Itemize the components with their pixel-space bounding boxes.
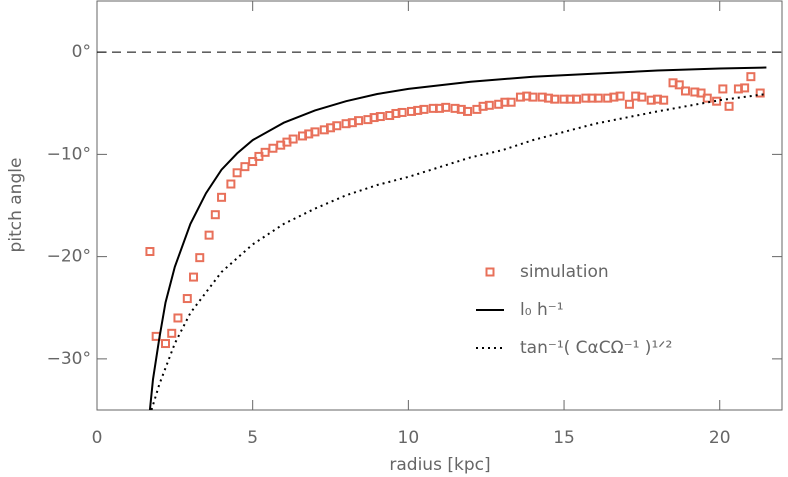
sim-point xyxy=(615,91,625,101)
sim-point xyxy=(145,247,155,257)
sim-point xyxy=(680,86,690,96)
sim-point xyxy=(332,121,342,131)
sim-point xyxy=(419,104,429,114)
legend-marker xyxy=(485,267,495,277)
y-tick-label: −30° xyxy=(47,349,91,369)
sim-point xyxy=(724,101,734,111)
sim-point xyxy=(484,100,494,110)
sim-point xyxy=(572,94,581,104)
sim-point xyxy=(189,272,199,282)
sim-point xyxy=(375,112,385,122)
x-axis-label: radius [kpc] xyxy=(389,455,490,475)
sim-point xyxy=(637,92,647,102)
sim-point xyxy=(397,107,407,117)
x-tick-label: 5 xyxy=(247,428,258,448)
sim-point xyxy=(210,210,220,220)
sim-point xyxy=(182,294,192,304)
sim-point xyxy=(624,99,634,109)
sim-point xyxy=(712,96,722,106)
sim-point xyxy=(204,230,214,240)
legend-label: simulation xyxy=(520,262,609,282)
sim-point xyxy=(240,162,250,172)
sim-point xyxy=(161,339,170,349)
sim-point xyxy=(506,97,516,107)
sim-point xyxy=(746,72,756,82)
y-tick-label: 0° xyxy=(72,42,91,62)
legend-label: l₀ h⁻¹ xyxy=(520,300,564,320)
curve xyxy=(148,66,767,410)
sim-point xyxy=(248,157,258,167)
sim-point xyxy=(593,93,603,103)
sim-point xyxy=(550,94,560,104)
sim-point xyxy=(740,83,750,93)
sim-point xyxy=(702,93,712,103)
sim-point xyxy=(755,88,765,98)
sim-point xyxy=(288,134,298,144)
curve xyxy=(150,93,767,410)
sim-point xyxy=(718,84,728,94)
sim-point xyxy=(441,102,451,112)
y-tick-label: −20° xyxy=(47,247,91,267)
sim-point xyxy=(167,328,177,338)
sim-point xyxy=(226,179,236,189)
sim-point xyxy=(217,192,227,202)
sim-point xyxy=(674,80,684,90)
sim-point xyxy=(354,116,364,126)
sim-point xyxy=(659,95,669,105)
plot-frame xyxy=(96,0,783,411)
sim-point xyxy=(463,106,473,116)
sim-point xyxy=(232,168,242,178)
sim-point xyxy=(268,143,278,153)
y-axis-label: pitch angle xyxy=(6,158,26,253)
x-tick-label: 0 xyxy=(92,428,103,448)
x-tick-label: 20 xyxy=(709,428,731,448)
sim-point xyxy=(528,92,538,102)
sim-point xyxy=(310,127,320,137)
x-tick-label: 15 xyxy=(553,428,575,448)
sim-point xyxy=(195,253,205,263)
x-tick-label: 10 xyxy=(398,428,420,448)
sim-point xyxy=(696,88,706,98)
sim-point xyxy=(173,313,183,323)
y-tick-label: −10° xyxy=(47,144,91,164)
plot-area xyxy=(145,66,767,410)
legend-label: tan⁻¹( CαCΩ⁻¹ )¹ᐟ² xyxy=(520,338,672,358)
